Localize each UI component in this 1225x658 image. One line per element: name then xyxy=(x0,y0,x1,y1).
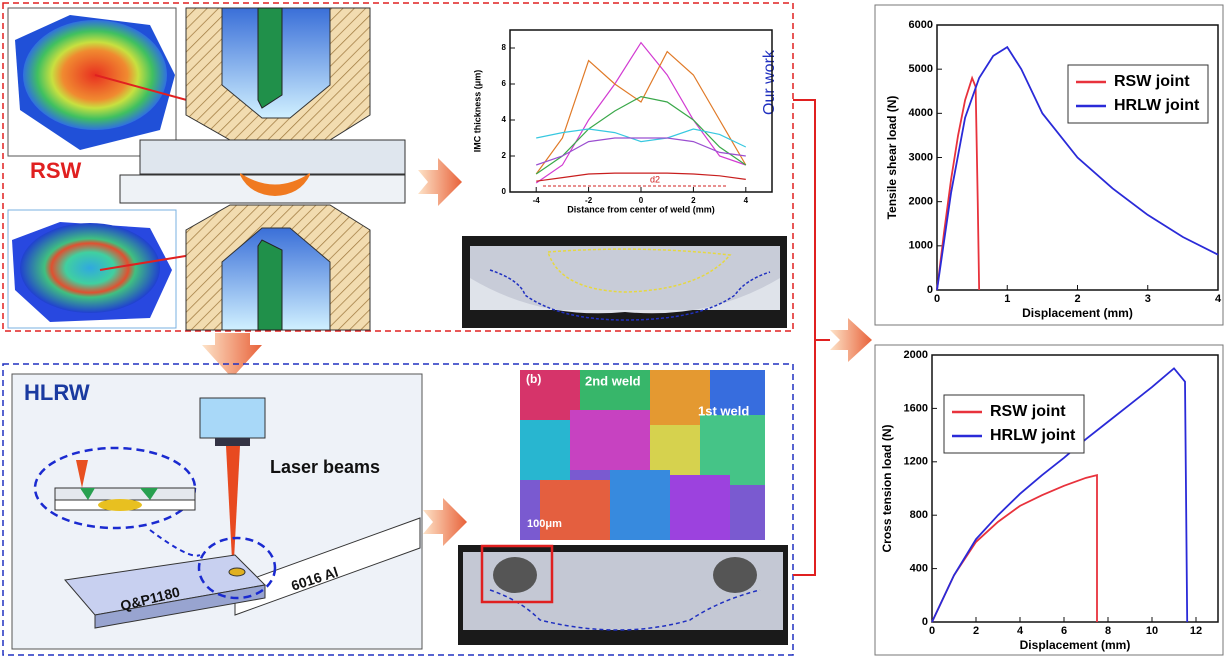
x-tick-label: 3 xyxy=(1145,293,1151,305)
x-tick-label: 0 xyxy=(934,293,940,305)
x-axis-label: Displacement (mm) xyxy=(1022,306,1133,320)
hlrw-label: HLRW xyxy=(24,380,90,405)
panel-b-label: (b) xyxy=(526,372,541,386)
annotation: d2 xyxy=(650,174,660,184)
x-tick-label: -4 xyxy=(533,196,541,205)
y-tick-label: 1600 xyxy=(904,402,928,414)
legend-label: RSW joint xyxy=(1114,73,1190,90)
x-axis-label: Displacement (mm) xyxy=(1020,638,1131,652)
y-tick-label: 4000 xyxy=(909,107,933,119)
y-tick-label: 0 xyxy=(927,284,933,296)
series-line xyxy=(932,475,1097,622)
rsw-label: RSW xyxy=(30,158,82,183)
annotation: Our work xyxy=(761,49,778,115)
y-tick-label: 8 xyxy=(502,43,507,52)
y-tick-label: 0 xyxy=(502,187,507,196)
y-tick-label: 1000 xyxy=(909,240,933,252)
y-axis-label: IMC thickness (μm) xyxy=(472,70,482,153)
x-tick-label: 12 xyxy=(1190,625,1202,637)
rsw-panel: RSW xyxy=(3,3,793,331)
flow-arrow xyxy=(202,333,262,378)
series-line xyxy=(536,173,746,181)
x-tick-label: 4 xyxy=(744,196,749,205)
x-tick-label: 2 xyxy=(1074,293,1080,305)
x-tick-label: 4 xyxy=(1215,293,1222,305)
x-tick-label: 6 xyxy=(1061,625,1067,637)
x-tick-label: 2 xyxy=(973,625,979,637)
y-axis-label: Cross tension load (N) xyxy=(880,424,894,552)
y-tick-label: 2000 xyxy=(904,349,928,361)
hlrw-panel: HLRW Laser beams 6016 Al Q&P1180 (b) 2 xyxy=(3,364,793,655)
weld2-label: 2nd weld xyxy=(585,373,641,388)
y-tick-label: 1200 xyxy=(904,456,928,468)
legend-label: RSW joint xyxy=(990,403,1066,420)
series-line xyxy=(937,78,979,290)
x-tick-label: 0 xyxy=(929,625,935,637)
laser-label: Laser beams xyxy=(270,457,380,477)
x-tick-label: 1 xyxy=(1004,293,1010,305)
y-tick-label: 2000 xyxy=(909,196,933,208)
y-tick-label: 0 xyxy=(922,616,928,628)
x-axis-label: Distance from center of weld (mm) xyxy=(567,204,715,214)
y-tick-label: 400 xyxy=(910,563,928,575)
plot-frame xyxy=(510,30,772,192)
figure: RSW HLRW Laser beams 6016 Al Q&P1180 xyxy=(0,0,1225,658)
legend-label: HRLW joint xyxy=(1114,97,1200,114)
scale-label: 100μm xyxy=(527,518,562,530)
y-tick-label: 3000 xyxy=(909,151,933,163)
x-tick-label: 8 xyxy=(1105,625,1111,637)
y-tick-label: 6 xyxy=(502,79,507,88)
y-tick-label: 4 xyxy=(502,115,507,124)
y-tick-label: 800 xyxy=(910,509,928,521)
x-tick-label: 4 xyxy=(1017,625,1024,637)
y-tick-label: 2 xyxy=(502,151,507,160)
y-tick-label: 5000 xyxy=(909,63,933,75)
y-tick-label: 6000 xyxy=(909,19,933,31)
y-axis-label: Tensile shear load (N) xyxy=(885,96,899,220)
legend-label: HRLW joint xyxy=(990,427,1076,444)
x-tick-label: 10 xyxy=(1146,625,1158,637)
series-line xyxy=(536,97,746,174)
weld1-label: 1st weld xyxy=(698,403,749,418)
series-line xyxy=(536,43,746,183)
